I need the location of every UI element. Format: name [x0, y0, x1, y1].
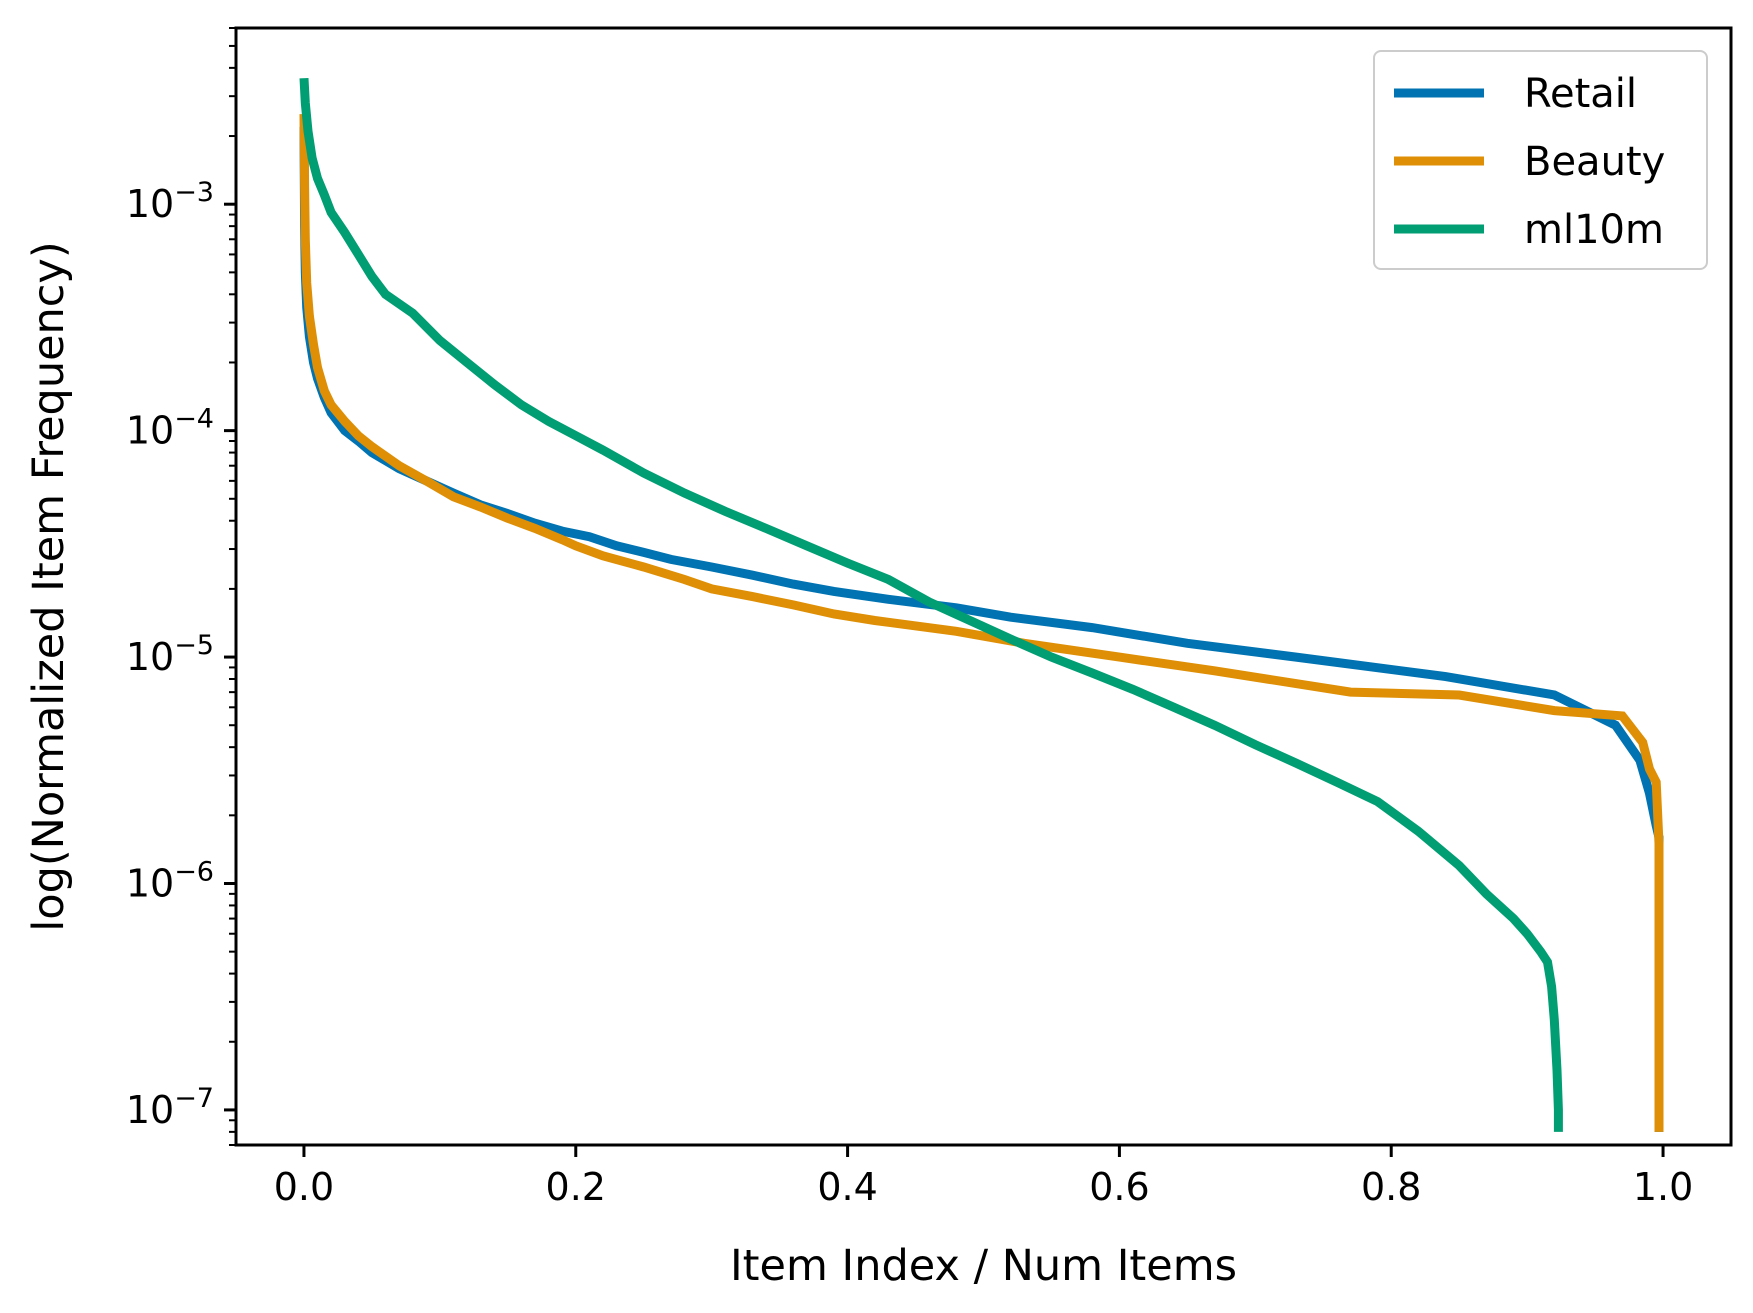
legend: Retail Beauty ml10m — [1373, 50, 1708, 270]
x-tick-label: 0.8 — [1361, 1165, 1421, 1209]
plot-frame — [234, 26, 1733, 1147]
series-line-beauty — [299, 114, 1664, 1132]
x-axis-label: Item Index / Num Items — [730, 1241, 1237, 1291]
y-tick-label: 10−3 — [126, 177, 214, 226]
legend-box — [1373, 50, 1708, 270]
x-tick-label: 0.0 — [274, 1165, 334, 1209]
legend-label-beauty: Beauty — [1524, 139, 1665, 185]
y-axis: 10−7 10−6 10−5 10−4 10−3 — [126, 27, 236, 1146]
y-tick-label: 10−5 — [126, 630, 214, 679]
y-tick-label: 10−6 — [126, 856, 214, 905]
x-tick-label: 0.6 — [1089, 1165, 1149, 1209]
y-axis-label: log(Normalized Item Frequency) — [24, 241, 74, 931]
x-tick-label: 1.0 — [1633, 1165, 1693, 1209]
series-line-ml10m — [299, 77, 1563, 1132]
x-tick-label: 0.2 — [546, 1165, 606, 1209]
y-tick-label: 10−7 — [126, 1083, 214, 1132]
legend-label-retail: Retail — [1524, 71, 1637, 117]
x-axis: 0.0 0.2 0.4 0.6 0.8 1.0 — [274, 1145, 1693, 1209]
x-tick-label: 0.4 — [817, 1165, 877, 1209]
legend-label-ml10m: ml10m — [1524, 207, 1664, 253]
series-layer — [299, 77, 1664, 1132]
y-tick-label: 10−4 — [126, 404, 214, 453]
